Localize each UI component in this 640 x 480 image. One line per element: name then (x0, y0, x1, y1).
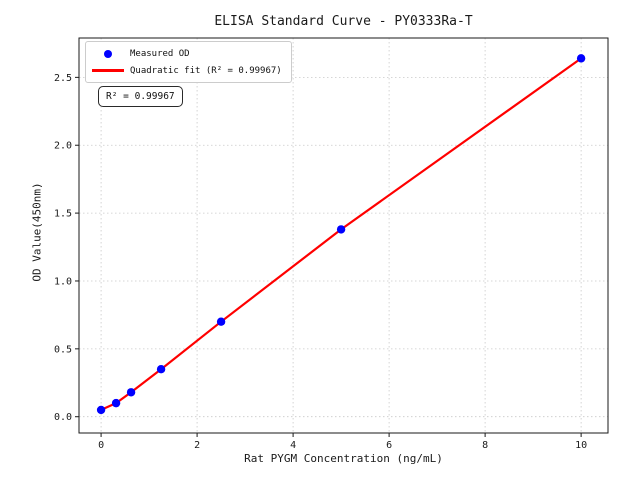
chart-title: ELISA Standard Curve - PY0333Ra-T (214, 14, 473, 29)
data-point (126, 388, 136, 397)
legend-entry-measured-od: Measured OD (86, 45, 282, 62)
r-squared-annotation: R² = 0.99967 (98, 86, 183, 107)
x-tick-label: 10 (575, 440, 587, 451)
measured-od-dot-marker-icon (104, 49, 112, 58)
x-tick-label: 0 (98, 440, 104, 451)
data-point (156, 365, 166, 374)
quadratic-fit-line-marker-icon (92, 69, 124, 72)
data-point (216, 317, 226, 326)
y-tick-label: 0.0 (54, 412, 72, 423)
x-tick-label: 6 (386, 440, 392, 451)
y-axis-label: OD Value(450nm) (30, 182, 44, 282)
y-tick-label: 2.5 (54, 73, 72, 84)
x-tick-label: 8 (482, 440, 488, 451)
y-tick-label: 1.5 (54, 209, 72, 220)
data-point (96, 405, 106, 415)
x-tick-label: 4 (290, 440, 296, 451)
quadratic-fit-line (99, 57, 583, 412)
x-axis-label: Rat PYGM Concentration (ng/mL) (244, 452, 443, 465)
legend-label-quadratic-fit: Quadratic fit (R² = 0.99967) (130, 65, 282, 76)
legend-entry-quadratic-fit: Quadratic fit (R² = 0.99967) (86, 62, 282, 79)
data-point (111, 398, 121, 408)
legend: Measured OD Quadratic fit (R² = 0.99967) (85, 41, 292, 83)
data-point (336, 225, 346, 234)
y-tick-label: 2.0 (54, 141, 72, 152)
y-tick-label: 1.0 (54, 276, 72, 287)
plot-border (78, 37, 609, 434)
legend-label-measured-od: Measured OD (130, 48, 190, 59)
y-tick-label: 0.5 (54, 344, 72, 355)
data-point (576, 54, 586, 63)
x-tick-label: 2 (194, 440, 200, 451)
